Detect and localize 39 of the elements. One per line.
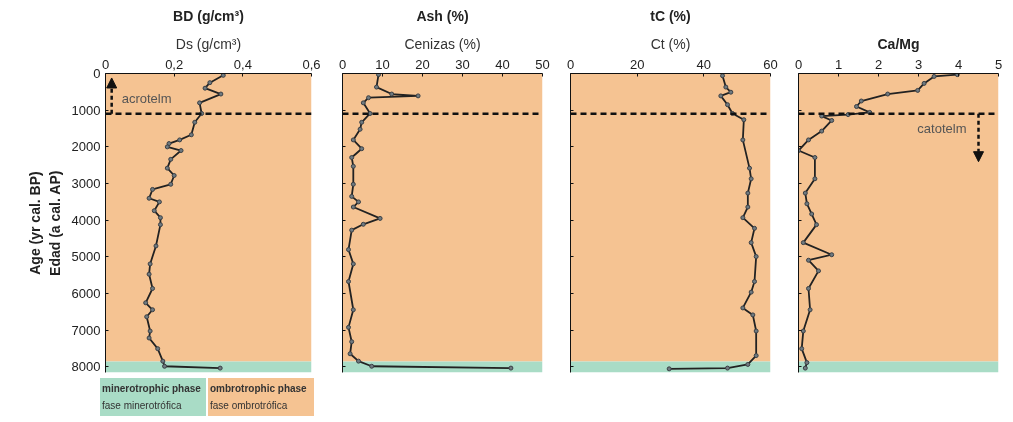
x-tick-label: 0 [794, 56, 803, 72]
x-tick-label: 30 [455, 56, 470, 72]
chart-title: BD (g/cm³) [173, 7, 244, 24]
chart-subtitle: Cenizas (%) [404, 35, 481, 52]
chart-subtitle: Ds (g/cm³) [175, 35, 242, 52]
x-tick-label: 60 [763, 56, 778, 72]
x-tick-label: 5 [994, 56, 1003, 72]
y-tick-label: 6000 [71, 286, 101, 302]
y-axis-title: Age (yr cal. BP) Edad (a cal. AP) [27, 170, 63, 276]
x-tick-label: 0 [338, 56, 347, 72]
x-tick-label: 0,2 [165, 56, 184, 72]
y-tick-label: 5000 [71, 249, 101, 265]
chart-title: tC (%) [650, 7, 691, 24]
x-tick-label: 20 [629, 56, 645, 72]
x-tick-label: 10 [375, 56, 390, 72]
y-tick-label: 3000 [71, 176, 101, 192]
chart-title: Ca/Mg [877, 35, 920, 52]
band-label: ombrotrophic phase fase ombrotrófica [210, 380, 312, 414]
y-tick-label: 1000 [71, 102, 101, 118]
y-tick-label: 2000 [71, 139, 101, 155]
chart-subtitle: Ct (%) [650, 35, 691, 52]
x-tick-label: 0 [566, 56, 575, 72]
x-tick-label: 40 [696, 56, 712, 72]
x-tick-label: 4 [954, 56, 963, 72]
x-tick-label: 20 [415, 56, 430, 72]
x-tick-label: 0,6 [302, 56, 321, 72]
annotation: acrotelm [121, 91, 172, 107]
x-tick-label: 1 [834, 56, 843, 72]
x-tick-label: 0,4 [233, 56, 252, 72]
y-tick-label: 4000 [71, 212, 101, 228]
chart-title: Ash (%) [416, 7, 469, 24]
y-tick-label: 8000 [71, 359, 101, 375]
x-tick-label: 2 [874, 56, 883, 72]
band-label: minerotrophic phase fase minerotrófica [102, 380, 204, 414]
annotation: catotelm [917, 121, 967, 137]
y-tick-label: 7000 [71, 322, 101, 338]
x-tick-label: 3 [914, 56, 923, 72]
x-tick-label: 40 [495, 56, 510, 72]
x-tick-label: 50 [535, 56, 550, 72]
